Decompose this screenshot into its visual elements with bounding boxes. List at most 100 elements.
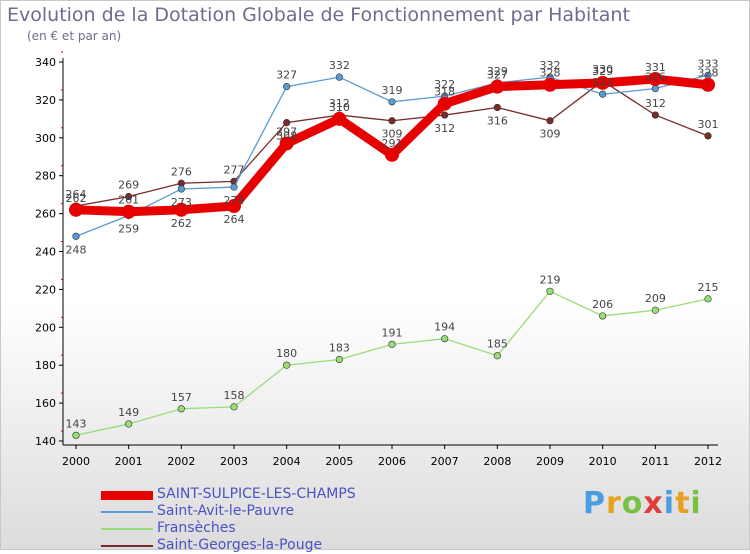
data-label: 312 [645, 97, 666, 110]
data-label: 327 [276, 69, 297, 82]
data-point [230, 403, 238, 411]
data-label: 308 [276, 130, 297, 143]
data-point [335, 355, 343, 364]
x-tick-label: 2002 [167, 455, 195, 468]
y-tick-label: 340 [35, 56, 56, 69]
y-tick-label: 140 [35, 435, 56, 448]
data-label: 143 [66, 417, 87, 430]
data-label: 157 [171, 391, 192, 404]
y-tick-label: 220 [35, 283, 56, 296]
data-point [651, 84, 659, 93]
data-label: 332 [329, 59, 350, 72]
data-point [648, 72, 663, 87]
data-point [283, 119, 291, 127]
data-label: 316 [487, 114, 508, 127]
data-point [69, 202, 83, 217]
y-tick-label: 280 [35, 170, 56, 183]
legend-label: Saint-Avit-le-Pauvre [157, 503, 295, 519]
data-label: 329 [487, 65, 508, 78]
data-point [651, 111, 659, 119]
data-label: 276 [171, 165, 192, 178]
y-tick-label: 300 [35, 132, 56, 145]
legend-swatch-saint-georges [101, 545, 153, 547]
data-label: 312 [434, 122, 455, 135]
y-tick-label: 180 [35, 359, 56, 372]
data-label: 264 [224, 213, 245, 226]
data-point [493, 103, 501, 112]
data-label: 297 [276, 125, 297, 138]
data-point [704, 132, 712, 140]
data-point [388, 117, 396, 125]
data-point [704, 295, 712, 303]
x-tick-label: 2011 [641, 455, 669, 468]
data-label: 328 [540, 67, 561, 80]
data-point [651, 306, 659, 314]
legend-label: Saint-Georges-la-Pouge [157, 537, 323, 553]
data-point [177, 185, 185, 193]
data-label: 330 [592, 63, 613, 76]
y-tick-label: 320 [35, 94, 56, 107]
legend-swatch-saint-avit [101, 511, 153, 513]
logo-letter: r [606, 486, 622, 521]
logo-letter: t [675, 486, 691, 521]
data-label: 291 [382, 137, 403, 150]
data-point [543, 77, 557, 92]
data-label: 309 [382, 128, 403, 141]
data-point [125, 420, 133, 428]
data-label: 273 [171, 196, 192, 209]
data-point [546, 287, 554, 295]
data-label: 332 [540, 59, 561, 72]
data-label: 180 [276, 347, 297, 360]
data-point [385, 147, 399, 162]
data-label: 309 [540, 128, 561, 141]
data-point [546, 117, 554, 125]
logo-letter: o [621, 486, 644, 521]
logo-letter: i [690, 486, 702, 521]
data-label: 194 [434, 321, 455, 334]
x-tick-label: 2010 [589, 455, 617, 468]
data-point [121, 204, 136, 219]
data-point [279, 136, 294, 151]
data-label: 191 [382, 326, 403, 339]
y-tick-label: 240 [35, 246, 56, 259]
data-label: 328 [698, 67, 719, 80]
x-tick-label: 2003 [220, 455, 248, 468]
data-point [283, 361, 291, 369]
x-tick-label: 2004 [273, 455, 301, 468]
legend-swatch-fransecches [101, 528, 153, 530]
data-point [599, 90, 607, 98]
data-point [595, 75, 610, 90]
data-label: 274 [224, 194, 245, 207]
data-label: 259 [118, 222, 139, 235]
data-label: 261 [118, 194, 139, 207]
data-point [441, 111, 449, 119]
chart-subtitle: (en € et par an) [27, 29, 122, 43]
data-label: 323 [592, 76, 613, 89]
data-point [227, 199, 241, 214]
data-label: 327 [487, 69, 508, 82]
data-label: 329 [592, 65, 613, 78]
legend-swatch-saint-sulpice [101, 491, 153, 500]
proxiti-logo: Proxiti [583, 486, 702, 521]
data-point [490, 79, 505, 94]
data-label: 333 [698, 57, 719, 70]
x-tick-label: 2005 [325, 455, 353, 468]
logo-letter: i [663, 486, 676, 521]
data-label: 326 [645, 71, 666, 84]
data-point [332, 111, 347, 126]
x-tick-label: 2012 [694, 455, 722, 468]
y-tick-label: 160 [35, 397, 56, 410]
data-point [177, 405, 185, 413]
data-point [437, 96, 452, 111]
data-label: 310 [329, 101, 350, 114]
data-label: 209 [645, 292, 666, 305]
data-label: 149 [118, 406, 139, 419]
data-label: 248 [66, 243, 87, 256]
data-label: 262 [171, 217, 192, 230]
data-point [72, 431, 80, 439]
logo-letter: x [643, 486, 664, 521]
data-point [441, 335, 449, 343]
data-label: 215 [698, 281, 719, 294]
data-point [388, 340, 396, 348]
